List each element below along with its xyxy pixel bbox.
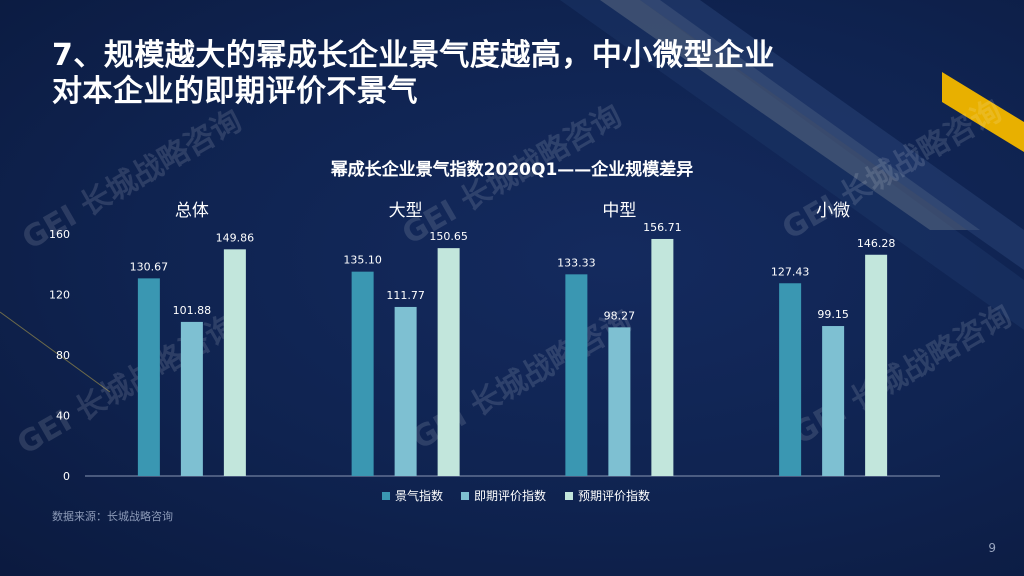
bar-大型-预期评价指数 xyxy=(437,248,460,476)
chart-title: 幂成长企业景气指数2020Q1——企业规模差异 xyxy=(330,160,694,180)
page-title-line-1: 7、规模越大的幂成长企业景气度越高，中小微型企业 xyxy=(52,38,775,73)
page-title-line-2: 对本企业的即期评价不景气 xyxy=(52,74,418,109)
category-label: 总体 xyxy=(175,201,209,221)
y-tick-label: 120 xyxy=(49,289,70,302)
bar-中型-即期评价指数 xyxy=(608,327,631,476)
bar-总体-即期评价指数 xyxy=(180,321,203,476)
data-label: 150.65 xyxy=(429,230,468,243)
data-label: 101.88 xyxy=(173,304,212,317)
data-label: 98.27 xyxy=(604,309,636,322)
data-label: 127.43 xyxy=(771,265,810,278)
legend-entry: 景气指数 xyxy=(395,488,443,503)
data-source-note: 数据来源：长城战略咨询 xyxy=(52,510,173,523)
category-label: 中型 xyxy=(602,201,636,221)
page-title: 7、规模越大的幂成长企业景气度越高，中小微型企业 对本企业的即期评价不景气 xyxy=(52,38,932,110)
y-tick-label: 0 xyxy=(63,470,70,483)
data-label: 130.67 xyxy=(130,260,169,273)
data-label: 149.86 xyxy=(216,231,255,244)
bar-大型-即期评价指数 xyxy=(394,306,417,476)
bar-小微-预期评价指数 xyxy=(865,254,888,476)
bar-大型-景气指数 xyxy=(351,271,374,476)
data-label: 99.15 xyxy=(817,308,849,321)
data-label: 146.28 xyxy=(857,237,896,250)
y-tick-label: 160 xyxy=(49,228,70,241)
legend-swatch xyxy=(565,492,573,500)
bar-小微-即期评价指数 xyxy=(822,326,845,476)
data-label: 135.10 xyxy=(343,254,382,267)
bar-总体-预期评价指数 xyxy=(223,249,246,476)
page-number: 9 xyxy=(988,541,996,555)
legend-entry: 即期评价指数 xyxy=(474,488,546,503)
data-label: 133.33 xyxy=(557,256,596,269)
bar-小微-景气指数 xyxy=(779,283,802,476)
legend-swatch xyxy=(461,492,469,500)
legend-swatch xyxy=(382,492,390,500)
bar-中型-景气指数 xyxy=(565,274,588,476)
legend-entry: 预期评价指数 xyxy=(578,488,650,503)
category-label: 小微 xyxy=(816,201,850,221)
category-label: 大型 xyxy=(389,201,423,221)
data-label: 156.71 xyxy=(643,221,682,234)
y-tick-label: 40 xyxy=(56,410,70,423)
data-label: 111.77 xyxy=(386,289,425,302)
y-tick-label: 80 xyxy=(56,349,70,362)
bar-总体-景气指数 xyxy=(137,278,160,476)
bar-中型-预期评价指数 xyxy=(651,238,674,476)
